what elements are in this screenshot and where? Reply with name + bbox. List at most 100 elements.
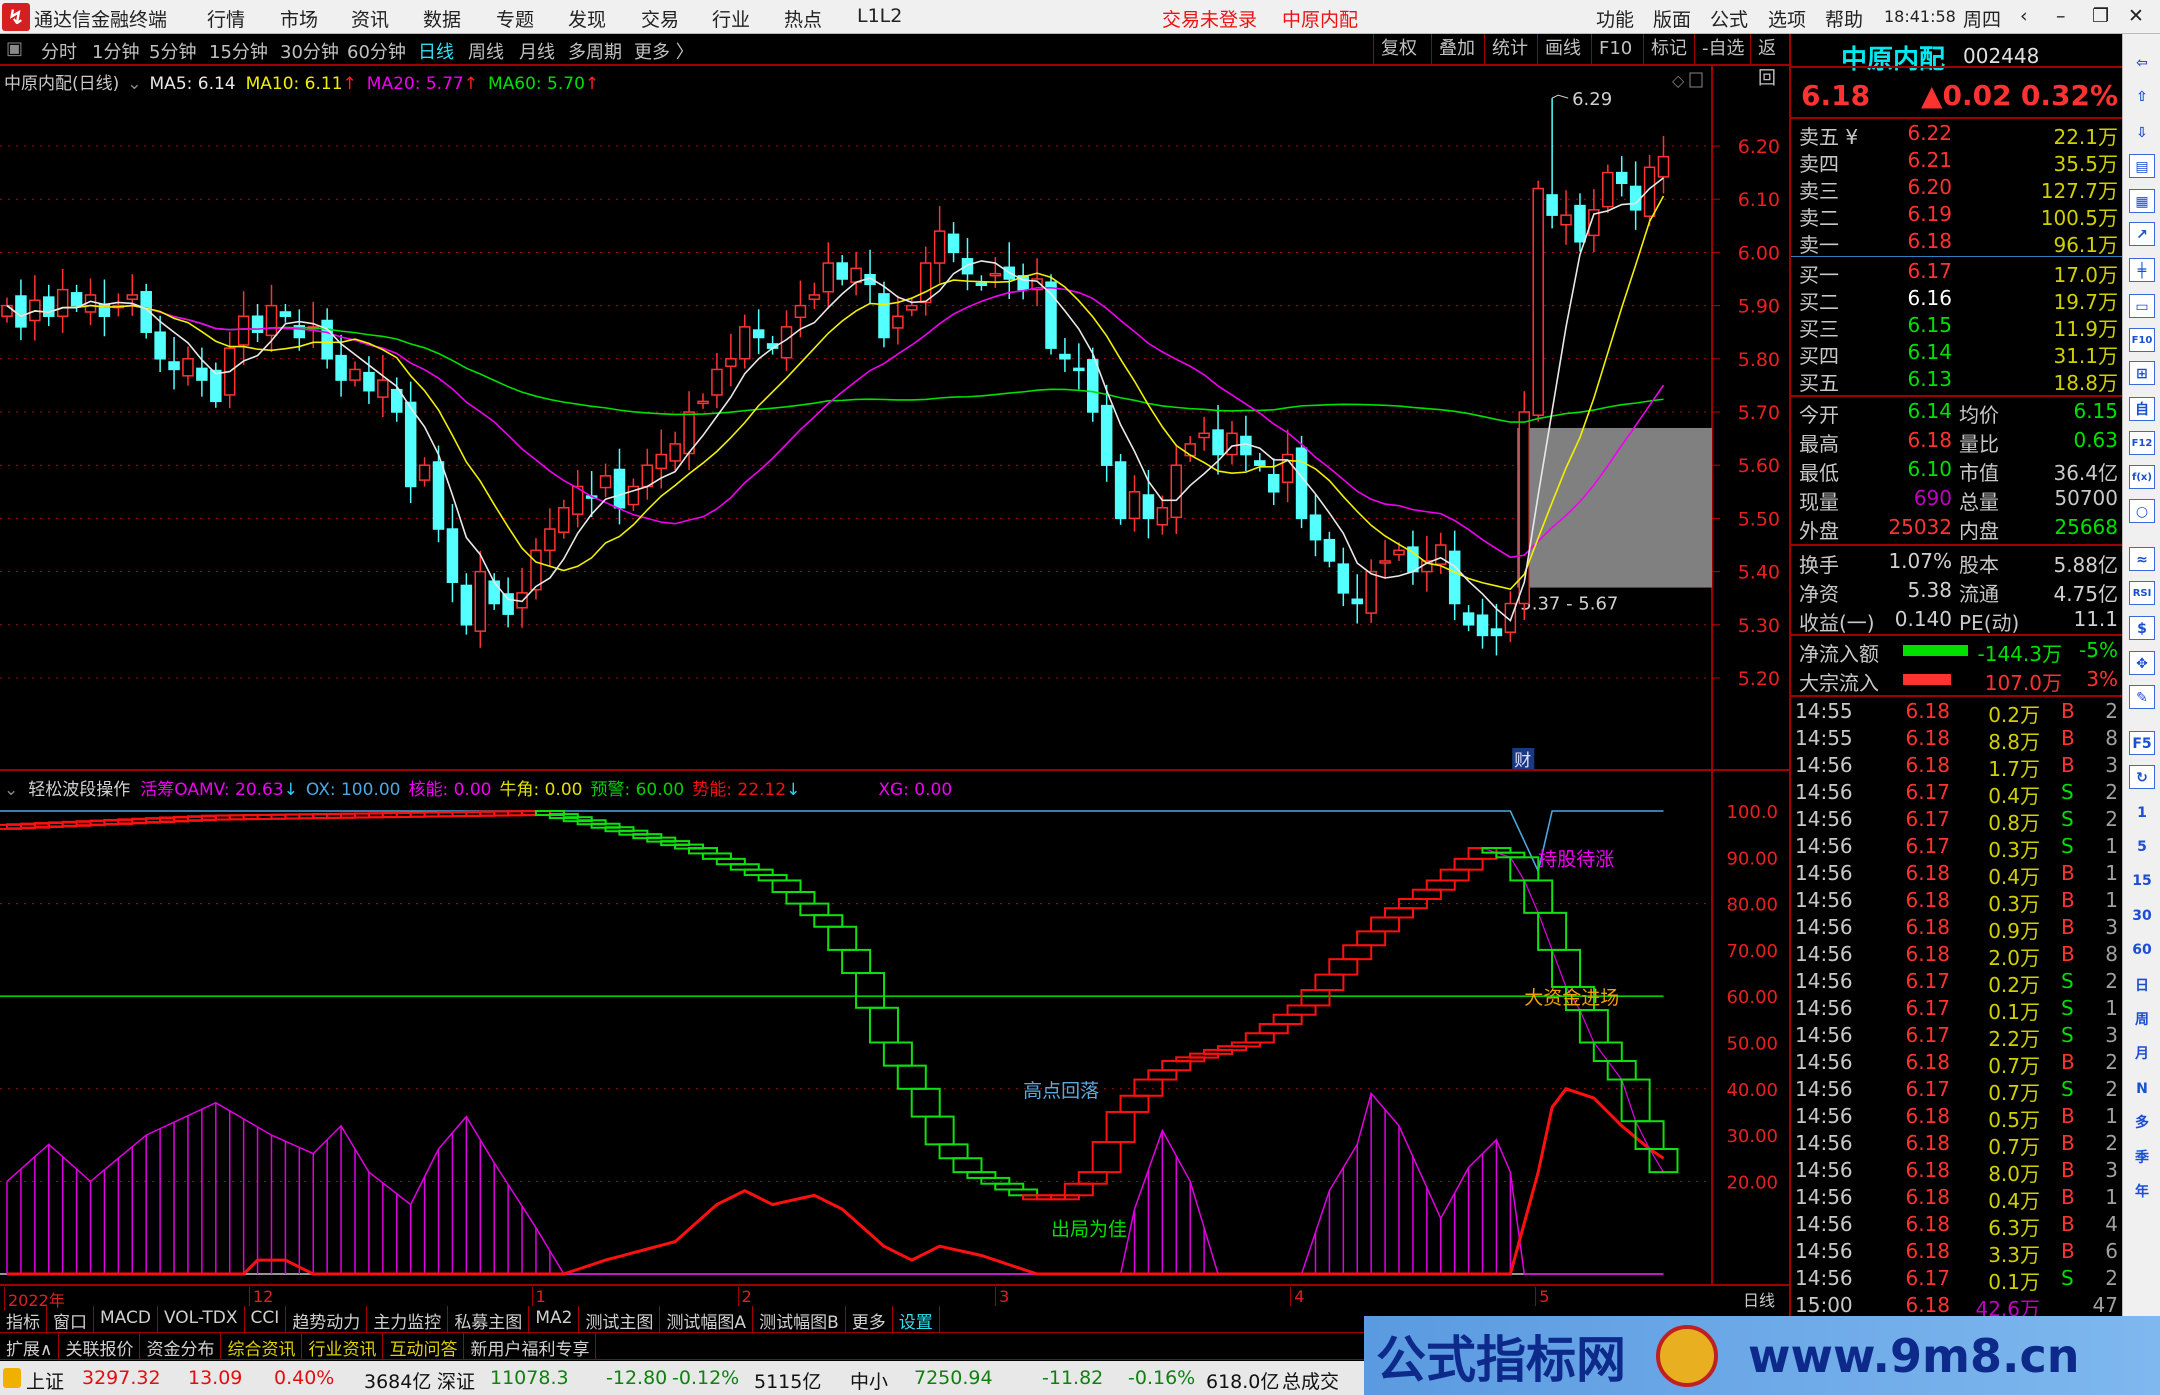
period-n[interactable]: N [2136, 1081, 2148, 1097]
info-tab[interactable]: 关联报价 [59, 1333, 141, 1360]
f12-icon[interactable]: F12 [2129, 431, 2155, 455]
self-select-icon[interactable]: 自 [2129, 397, 2155, 421]
diamond-icon[interactable]: ◇ [1672, 71, 1685, 90]
close-icon[interactable]: ✕ [2128, 5, 2144, 27]
menu-item[interactable]: 交易 [641, 9, 680, 31]
report-icon[interactable]: ▤ [2129, 154, 2155, 178]
dropdown-icon[interactable]: ⌄ [127, 74, 142, 94]
menu-item[interactable]: 市场 [280, 9, 319, 31]
period-year[interactable]: 年 [2135, 1184, 2149, 1200]
tool-button[interactable]: 画线 [1537, 34, 1588, 64]
formula-icon[interactable]: f(x) [2129, 465, 2155, 489]
indicator-tab[interactable]: 窗口 [47, 1306, 94, 1333]
tool-button[interactable]: 叠加 [1431, 34, 1482, 64]
tab-period[interactable]: 5分钟 [149, 42, 197, 63]
tool-button[interactable]: F10 [1591, 34, 1639, 64]
period-5[interactable]: 5 [2137, 839, 2147, 855]
indicator-tab[interactable]: CCI [245, 1306, 287, 1332]
price-range-box[interactable] [1517, 427, 1712, 588]
indicator-tab[interactable]: 趋势动力 [286, 1306, 368, 1333]
indicator-tab[interactable]: 指标 [0, 1306, 47, 1333]
info-tab[interactable]: 新用户福利专享 [464, 1333, 597, 1360]
menu-item[interactable]: 专题 [496, 9, 535, 31]
menu-item[interactable]: 热点 [784, 9, 823, 31]
tab-period[interactable]: 月线 [519, 42, 555, 63]
nav-back-icon[interactable]: ‹ [2020, 5, 2028, 27]
info-tab[interactable]: 扩展∧ [0, 1333, 60, 1360]
windows-icon[interactable]: ▭ [2129, 294, 2155, 318]
tab-period[interactable]: 日线 [418, 42, 454, 63]
f5-icon[interactable]: F5 [2129, 731, 2155, 755]
money-icon[interactable]: $ [2129, 616, 2155, 640]
period-30[interactable]: 30 [2132, 908, 2152, 924]
indicator-tab[interactable]: 测试幅图B [753, 1306, 846, 1333]
menu-item[interactable]: 行业 [712, 9, 751, 31]
candle-icon[interactable]: ╪ [2129, 258, 2155, 282]
refresh-icon[interactable]: ↻ [2129, 765, 2155, 789]
menu-right-item[interactable]: 功能 [1596, 9, 1635, 31]
indicator-name[interactable]: 轻松波段操作 [28, 780, 131, 800]
period-day[interactable]: 日 [2135, 978, 2149, 994]
tab-period[interactable]: 多周期 [568, 42, 622, 63]
tab-period[interactable]: 60分钟 [347, 42, 406, 63]
menu-item[interactable]: 行情 [207, 9, 246, 31]
circle-icon[interactable]: ○ [2129, 499, 2155, 523]
back-arrow-icon[interactable]: ⇦ [2136, 55, 2148, 71]
minimize-icon[interactable]: – [2056, 5, 2066, 27]
market-icon[interactable] [3, 1368, 21, 1388]
finance-badge[interactable] [1512, 748, 1535, 770]
indicator-tab[interactable]: MACD [94, 1306, 158, 1332]
indicator-tab[interactable]: 私募主图 [448, 1306, 530, 1333]
tab-period[interactable]: 分时 [41, 42, 77, 63]
tab-period[interactable]: 15分钟 [209, 42, 268, 63]
period-month[interactable]: 月 [2135, 1046, 2149, 1062]
info-tab[interactable]: 综合资讯 [221, 1333, 303, 1360]
tree-icon[interactable]: ⊞ [2129, 361, 2155, 385]
period-week[interactable]: 周 [2135, 1012, 2149, 1028]
menu-item[interactable]: 资讯 [351, 9, 390, 31]
info-tab[interactable]: 资金分布 [140, 1333, 222, 1360]
menu-item[interactable]: 数据 [423, 9, 462, 31]
tool-button[interactable]: 返回 [1750, 34, 1789, 89]
period-multi[interactable]: 多 [2135, 1115, 2149, 1131]
panel-toggle-icon[interactable]: ▣ [6, 38, 24, 59]
tab-period[interactable]: 30分钟 [280, 42, 339, 63]
line-chart-icon[interactable]: ↗ [2129, 222, 2155, 246]
login-status[interactable]: 交易未登录 [1162, 9, 1258, 31]
info-tab[interactable]: 互动问答 [383, 1333, 465, 1360]
indicator-tab[interactable]: 测试主图 [579, 1306, 661, 1333]
tool-button[interactable]: 统计 [1484, 34, 1535, 64]
period-1[interactable]: 1 [2137, 805, 2147, 821]
move-icon[interactable]: ✥ [2129, 651, 2155, 675]
indicator-chart[interactable]: 100.0 90.00 80.00 70.00 60.00 50.00 40.00 30.00… [0, 772, 1789, 1284]
menu-item[interactable]: L1L2 [857, 5, 903, 27]
info-tab[interactable]: 行业资讯 [302, 1333, 384, 1360]
indicator-tab[interactable]: 主力监控 [367, 1306, 449, 1333]
indicator-tab[interactable]: 测试幅图A [660, 1306, 754, 1333]
menu-right-item[interactable]: 帮助 [1825, 9, 1864, 31]
rsi-icon[interactable]: RSI [2129, 581, 2155, 605]
menu-right-item[interactable]: 版面 [1653, 9, 1692, 31]
down-arrow-icon[interactable]: ⇩ [2136, 125, 2148, 141]
indicator-tab[interactable]: 更多 [846, 1306, 893, 1333]
restore-icon[interactable]: ❐ [2092, 5, 2110, 27]
indicator-dropdown-icon[interactable]: ⌄ [4, 780, 19, 800]
pencil-icon[interactable]: ✎ [2129, 685, 2155, 709]
tool-button[interactable]: 复权 [1373, 34, 1424, 64]
tab-period[interactable]: 1分钟 [92, 42, 140, 63]
up-arrow-icon[interactable]: ⇧ [2136, 89, 2148, 105]
tab-period[interactable]: 周线 [468, 42, 504, 63]
period-60[interactable]: 60 [2132, 942, 2152, 958]
indicator-tab[interactable]: MA2 [529, 1306, 580, 1332]
tool-button[interactable]: 标记 [1643, 34, 1694, 64]
menu-item[interactable]: 发现 [568, 9, 607, 31]
indicator-tab[interactable]: VOL-TDX [158, 1306, 245, 1332]
indicator-tab[interactable]: 设置 [893, 1306, 940, 1333]
table-icon[interactable]: ▦ [2129, 189, 2155, 213]
tab-period[interactable]: 更多 〉 [634, 42, 694, 63]
wave-icon[interactable]: ≈ [2129, 547, 2155, 571]
tool-button[interactable]: -自选 [1694, 34, 1752, 64]
price-chart[interactable]: 6.20 6.10 6.00 5.90 5.80 5.70 5.60 5.50 5.40 5.30… [0, 66, 1789, 772]
period-15[interactable]: 15 [2132, 873, 2152, 889]
menu-right-item[interactable]: 选项 [1768, 9, 1807, 31]
